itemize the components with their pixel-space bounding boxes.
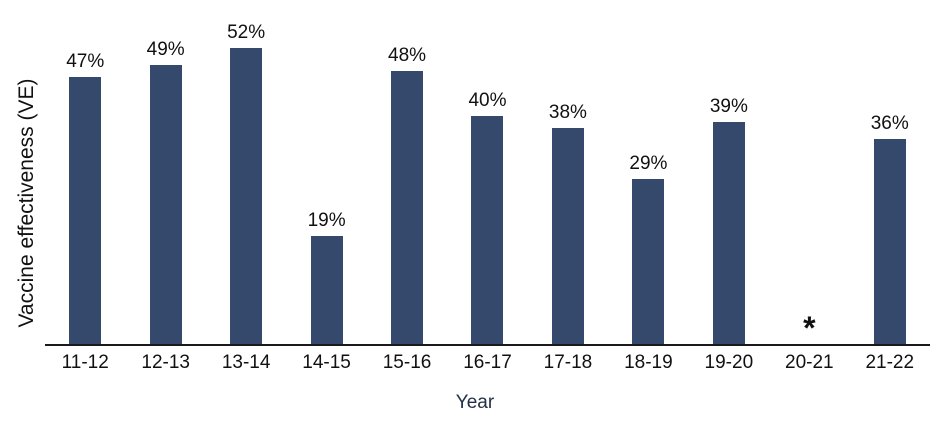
x-tick-label: 21-22 [865,352,915,373]
bar [149,65,182,344]
bar-slot: 48% [367,0,447,344]
x-tick-label: 11-12 [61,352,109,373]
x-axis-title: Year [455,392,495,413]
bar [310,236,343,344]
bar-value-label: 36% [870,113,909,134]
x-tick-label: 14-15 [302,352,351,373]
x-tick-label: 12-13 [141,352,190,373]
x-tick-label: 17-18 [543,352,593,373]
bar-value-label: 19% [307,210,346,231]
x-tick-label: 20-21 [785,352,834,373]
bar-value-label: 52% [227,22,266,43]
bar-slot: 40% [447,0,527,344]
bar-value-label: 29% [629,153,668,174]
bar-value-label: 40% [468,90,507,111]
bar-value-label: 47% [66,51,105,72]
bar [873,139,906,344]
bar-slot: 52% [206,0,286,344]
x-tick-label: 15-16 [382,352,432,373]
bar-slot: 36% [850,0,930,344]
x-tick-label: 19-20 [704,352,754,373]
bar-slot: * [769,0,849,344]
bar [391,71,424,344]
x-tick-label: 18-19 [624,352,673,373]
bar-slot: 49% [125,0,205,344]
missing-data-marker: * [803,310,816,346]
x-tick-label: 13-14 [221,352,271,373]
bar [69,77,102,344]
bar [471,116,504,344]
bar [230,48,263,344]
x-axis-tick-labels: 11-12 12-13 13-14 14-15 15-16 16-17 17-18 18-19… [45,352,930,374]
bar-slot: 38% [528,0,608,344]
bar-value-label: 38% [548,102,587,123]
bar-value-label: 48% [388,45,427,66]
bar-slot: 39% [689,0,769,344]
bar [551,128,584,344]
bar-slot: 47% [45,0,125,344]
x-tick-label: 16-17 [463,352,512,373]
bar [632,179,665,344]
bar-slot: 29% [608,0,688,344]
y-axis-title: Vaccine effectiveness (VE) [15,78,38,328]
bar [712,122,745,344]
bar-value-label: 49% [146,39,185,60]
plot-area: 47% 49% 52% 19% 48% 40% 38% 29% 39% * 36% [45,0,930,346]
bar-value-label: 39% [709,96,748,117]
bar-slot: 19% [286,0,366,344]
